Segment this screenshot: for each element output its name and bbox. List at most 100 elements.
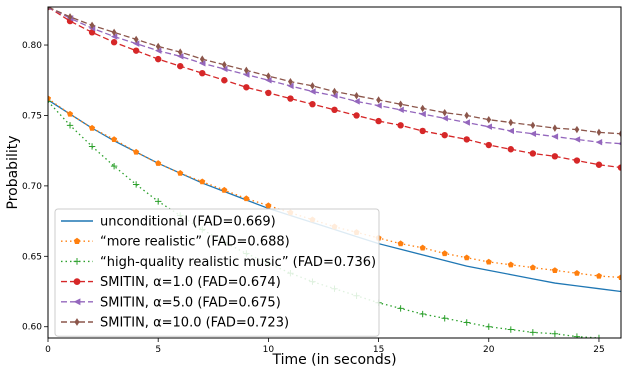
legend-entry: SMITIN, α=5.0 (FAD=0.675) xyxy=(61,295,281,310)
data-point xyxy=(485,141,492,149)
data-point xyxy=(595,139,603,146)
data-point xyxy=(441,250,448,257)
legend-entry: “high-quality realistic music” (FAD=0.73… xyxy=(61,255,376,270)
data-point xyxy=(243,71,250,78)
x-tick-label: 20 xyxy=(483,345,495,355)
data-point xyxy=(442,108,448,117)
data-point xyxy=(177,170,184,176)
data-point xyxy=(573,333,581,338)
data-point xyxy=(67,110,74,117)
y-axis-title: Probability xyxy=(5,135,21,209)
data-point xyxy=(485,258,492,265)
data-point xyxy=(89,21,95,30)
data-point xyxy=(332,87,337,96)
data-point xyxy=(485,323,492,330)
data-point xyxy=(376,96,381,104)
data-point xyxy=(243,66,249,75)
data-point xyxy=(177,53,184,60)
data-point xyxy=(66,122,74,129)
legend-label: SMITIN, α=1.0 (FAD=0.674) xyxy=(100,275,281,290)
data-point xyxy=(463,319,470,326)
data-point xyxy=(177,62,184,70)
data-point xyxy=(133,148,140,155)
data-point xyxy=(89,124,96,131)
data-point xyxy=(486,115,492,124)
data-point xyxy=(309,88,316,95)
data-point xyxy=(441,115,448,122)
data-point xyxy=(133,35,139,44)
data-point xyxy=(221,61,227,69)
data-point xyxy=(397,122,404,129)
data-point xyxy=(618,130,621,138)
data-point xyxy=(132,47,140,54)
series-4 xyxy=(48,7,621,171)
data-point xyxy=(265,77,272,84)
data-point xyxy=(111,136,118,142)
data-point xyxy=(354,92,359,100)
legend: unconditional (FAD=0.669) “more realistic… xyxy=(54,208,380,337)
data-point xyxy=(110,33,118,40)
data-point xyxy=(573,136,581,143)
data-point xyxy=(154,47,162,54)
data-point xyxy=(507,127,515,135)
data-point xyxy=(110,39,118,46)
data-point xyxy=(507,326,515,333)
data-point xyxy=(48,98,52,105)
data-point xyxy=(507,261,514,268)
legend-label: unconditional (FAD=0.669) xyxy=(100,215,276,230)
data-point xyxy=(353,112,360,119)
x-tick-label: 0 xyxy=(45,345,51,355)
legend-marker xyxy=(74,318,80,326)
data-point xyxy=(419,244,426,251)
data-point xyxy=(551,133,559,140)
data-point xyxy=(154,55,162,63)
legend-entry: SMITIN, α=1.0 (FAD=0.674) xyxy=(61,275,281,290)
data-point xyxy=(88,29,96,36)
legend-label: SMITIN, α=10.0 (FAD=0.723) xyxy=(100,316,289,331)
y-tick-label: 0.70 xyxy=(22,182,42,192)
data-point xyxy=(574,125,580,134)
legend-entry: “more realistic” (FAD=0.688) xyxy=(61,235,290,250)
legend-marker xyxy=(73,237,81,244)
data-point xyxy=(507,146,515,153)
data-point xyxy=(398,100,404,108)
data-point xyxy=(199,70,206,77)
data-point xyxy=(265,72,271,80)
data-point xyxy=(463,254,470,261)
data-point xyxy=(596,128,602,137)
data-point xyxy=(595,272,602,279)
data-point xyxy=(288,77,293,86)
data-point xyxy=(243,84,250,91)
data-point xyxy=(529,264,536,271)
data-point xyxy=(154,198,162,205)
data-point xyxy=(573,270,580,276)
data-point xyxy=(199,178,206,185)
data-point xyxy=(552,124,558,132)
legend-marker xyxy=(73,278,81,285)
data-point xyxy=(529,150,537,157)
legend-box xyxy=(54,208,380,337)
data-point xyxy=(353,98,360,105)
x-axis: 0 5 10 15 20 25 xyxy=(45,338,605,355)
x-tick-label: 15 xyxy=(373,345,384,355)
plot-frame xyxy=(47,6,622,339)
data-point xyxy=(573,157,581,164)
legend-marker xyxy=(73,298,81,306)
data-point xyxy=(331,106,338,114)
x-tick-label: 25 xyxy=(593,345,604,355)
legend-marker xyxy=(73,258,81,265)
data-point xyxy=(287,82,294,90)
data-point xyxy=(595,334,603,338)
data-point xyxy=(508,118,514,127)
data-point xyxy=(397,305,404,312)
x-tick-label: 10 xyxy=(263,345,275,355)
data-point xyxy=(463,119,470,126)
data-point xyxy=(375,117,382,125)
data-point xyxy=(132,181,140,188)
y-tick-label: 0.60 xyxy=(22,323,42,333)
data-point xyxy=(88,143,96,150)
series-6 xyxy=(48,7,621,138)
data-point xyxy=(199,60,206,67)
data-point xyxy=(529,329,537,336)
data-point xyxy=(309,100,316,108)
